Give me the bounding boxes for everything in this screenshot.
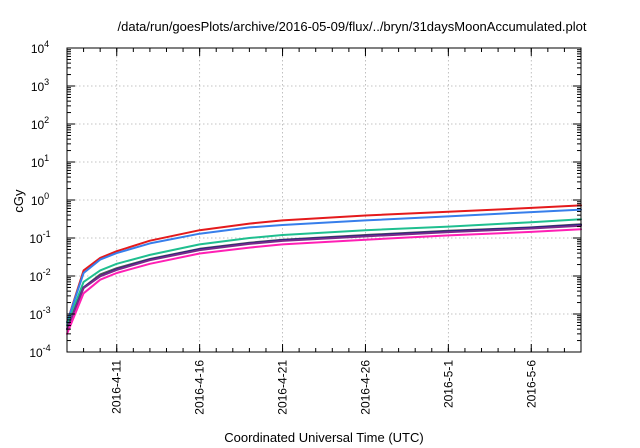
y-tick-labels: 10-4 10-3 10-2 10-1 100 101 102 103 104 xyxy=(29,39,50,360)
series-line-3 xyxy=(66,218,582,327)
x-tick-label: 2016-4-11 xyxy=(110,360,124,414)
x-tick-label: 2016-5-6 xyxy=(524,360,538,408)
y-tick-label: 100 xyxy=(31,191,49,208)
y-tick-label: 10-4 xyxy=(29,343,50,360)
series-line-4 xyxy=(66,223,582,331)
chart-title: /data/run/goesPlots/archive/2016-05-09/f… xyxy=(118,19,587,34)
series-layer xyxy=(66,204,582,335)
y-tick-label: 104 xyxy=(31,39,49,56)
series-line-1 xyxy=(66,204,582,324)
x-tick-labels: 2016-4-11 2016-4-16 2016-4-21 2016-4-26 2016… xyxy=(110,360,539,415)
y-tick-label: 101 xyxy=(31,153,49,170)
y-tick-label: 102 xyxy=(31,115,49,132)
x-tick-label: 2016-4-16 xyxy=(193,360,207,415)
x-axis-label: Coordinated Universal Time (UTC) xyxy=(224,430,423,445)
y-tick-label: 10-2 xyxy=(29,267,50,284)
y-tick-label: 10-1 xyxy=(29,229,50,246)
series-line-6 xyxy=(66,224,582,331)
y-tick-label: 103 xyxy=(31,77,49,94)
y-axis-label: cGy xyxy=(11,189,26,213)
ticks xyxy=(66,47,582,353)
x-tick-label: 2016-4-26 xyxy=(358,360,372,415)
x-tick-label: 2016-5-1 xyxy=(441,360,455,408)
series-line-2 xyxy=(66,208,582,324)
y-tick-label: 10-3 xyxy=(29,305,50,322)
x-tick-label: 2016-4-21 xyxy=(276,360,290,415)
series-line-7 xyxy=(66,228,582,335)
grid xyxy=(67,48,581,352)
series-line-5 xyxy=(66,224,582,331)
